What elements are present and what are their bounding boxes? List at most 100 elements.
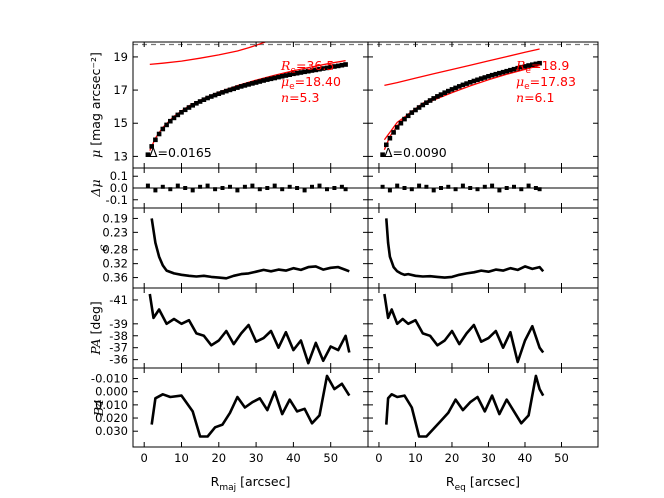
profile-point: [205, 95, 210, 101]
profile-point: [489, 72, 495, 78]
residual-point: [512, 184, 516, 189]
profile-point: [453, 85, 458, 91]
residual-point: [213, 187, 218, 192]
profile-point: [238, 84, 244, 89]
y-tick-label: 0.020: [95, 411, 128, 425]
x-tick-label: 50: [323, 451, 338, 465]
profile-point: [276, 74, 281, 80]
profile-point: [339, 62, 345, 68]
panel-frame: [367, 287, 599, 369]
profile-point: [343, 62, 348, 67]
profile-point: [145, 152, 151, 157]
profile-point: [291, 71, 296, 77]
profile-point: [149, 144, 154, 149]
profile-point: [475, 77, 480, 83]
profile-point: [261, 78, 266, 83]
residual-point: [220, 186, 225, 190]
profile-point: [457, 84, 462, 89]
residual-point: [242, 184, 247, 189]
profile-point: [279, 74, 285, 79]
profile-point: [424, 100, 429, 105]
residual-point: [280, 187, 285, 192]
y-tick-label: 19: [113, 50, 128, 64]
profile-point: [394, 125, 400, 130]
profile-point: [416, 105, 422, 110]
b4-line: [385, 374, 545, 438]
profile-point: [306, 68, 311, 74]
profile-point: [227, 87, 233, 93]
profile-point: [387, 135, 393, 141]
rms-delta-annotation: Δ=0.0090: [384, 145, 447, 160]
y-axis-label-pa: PA [deg]: [88, 301, 103, 356]
y-tick-label: 0.030: [95, 424, 128, 438]
profile-point: [497, 70, 502, 76]
fit-n-annotation: n=5.3: [281, 90, 319, 105]
fit-mue-annotation: μe=18.40: [281, 74, 341, 92]
panel-ell-col1: [150, 218, 350, 280]
profile-point: [537, 60, 542, 66]
y-tick-label: -0.010: [91, 372, 128, 386]
y-tick-label: 0.000: [95, 385, 128, 399]
residual-point: [250, 183, 255, 188]
residual-point: [497, 188, 502, 193]
residual-point: [431, 188, 436, 193]
residual-point: [325, 187, 329, 192]
profile-point: [324, 65, 330, 71]
profile-point: [302, 69, 307, 75]
profile-point: [224, 88, 229, 94]
profile-point: [220, 90, 225, 95]
profile-point: [482, 75, 488, 80]
profile-point: [427, 98, 433, 103]
profile-point: [265, 77, 270, 82]
profile-point: [402, 116, 407, 122]
residual-point: [533, 186, 538, 190]
profile-point: [283, 73, 289, 78]
y-tick-label: 0.0: [110, 181, 128, 195]
profile-point: [328, 64, 333, 70]
residual-point: [402, 186, 407, 190]
residual-point: [482, 184, 487, 189]
profile-point: [486, 74, 491, 79]
profile-point: [471, 78, 477, 84]
x-tick-label: 0: [375, 451, 382, 465]
profile-point: [446, 88, 451, 94]
x-tick-label: 50: [554, 451, 569, 465]
panel-mu-col1: [133, 42, 368, 157]
profile-point: [511, 66, 517, 72]
residual-point: [317, 183, 322, 188]
residual-point: [439, 186, 443, 190]
panel-pa-col2: [383, 293, 545, 364]
residual-point: [257, 187, 262, 192]
profile-point: [182, 107, 188, 113]
residual-point: [453, 187, 458, 192]
x-tick-label: 20: [445, 451, 460, 465]
residual-point: [228, 184, 232, 189]
profile-point: [190, 103, 195, 108]
profile-point: [467, 80, 473, 85]
residual-point: [287, 184, 292, 189]
profile-point: [493, 71, 499, 77]
profile-point: [242, 83, 248, 88]
profile-point: [533, 61, 539, 67]
profile-point: [398, 120, 404, 126]
residual-point: [417, 183, 422, 188]
residual-point: [409, 187, 414, 192]
y-tick-label: 0.1: [110, 169, 128, 183]
profile-point: [405, 113, 411, 119]
profile-point: [235, 85, 240, 90]
y-tick-label: -38: [109, 329, 128, 343]
position-angle-line: [148, 293, 351, 365]
profile-point: [449, 87, 455, 92]
y-tick-label: -41: [109, 293, 128, 307]
panel-ell-col2: [385, 218, 545, 279]
disk-component-line: [384, 48, 540, 87]
ellipticity-line: [150, 218, 350, 280]
residual-point: [490, 183, 495, 188]
x-tick-label: 30: [481, 451, 496, 465]
panel-frame: [367, 367, 599, 448]
residual-point: [145, 183, 150, 188]
residual-point: [160, 184, 165, 189]
residual-point: [175, 183, 180, 188]
panel-frame: [367, 207, 599, 289]
